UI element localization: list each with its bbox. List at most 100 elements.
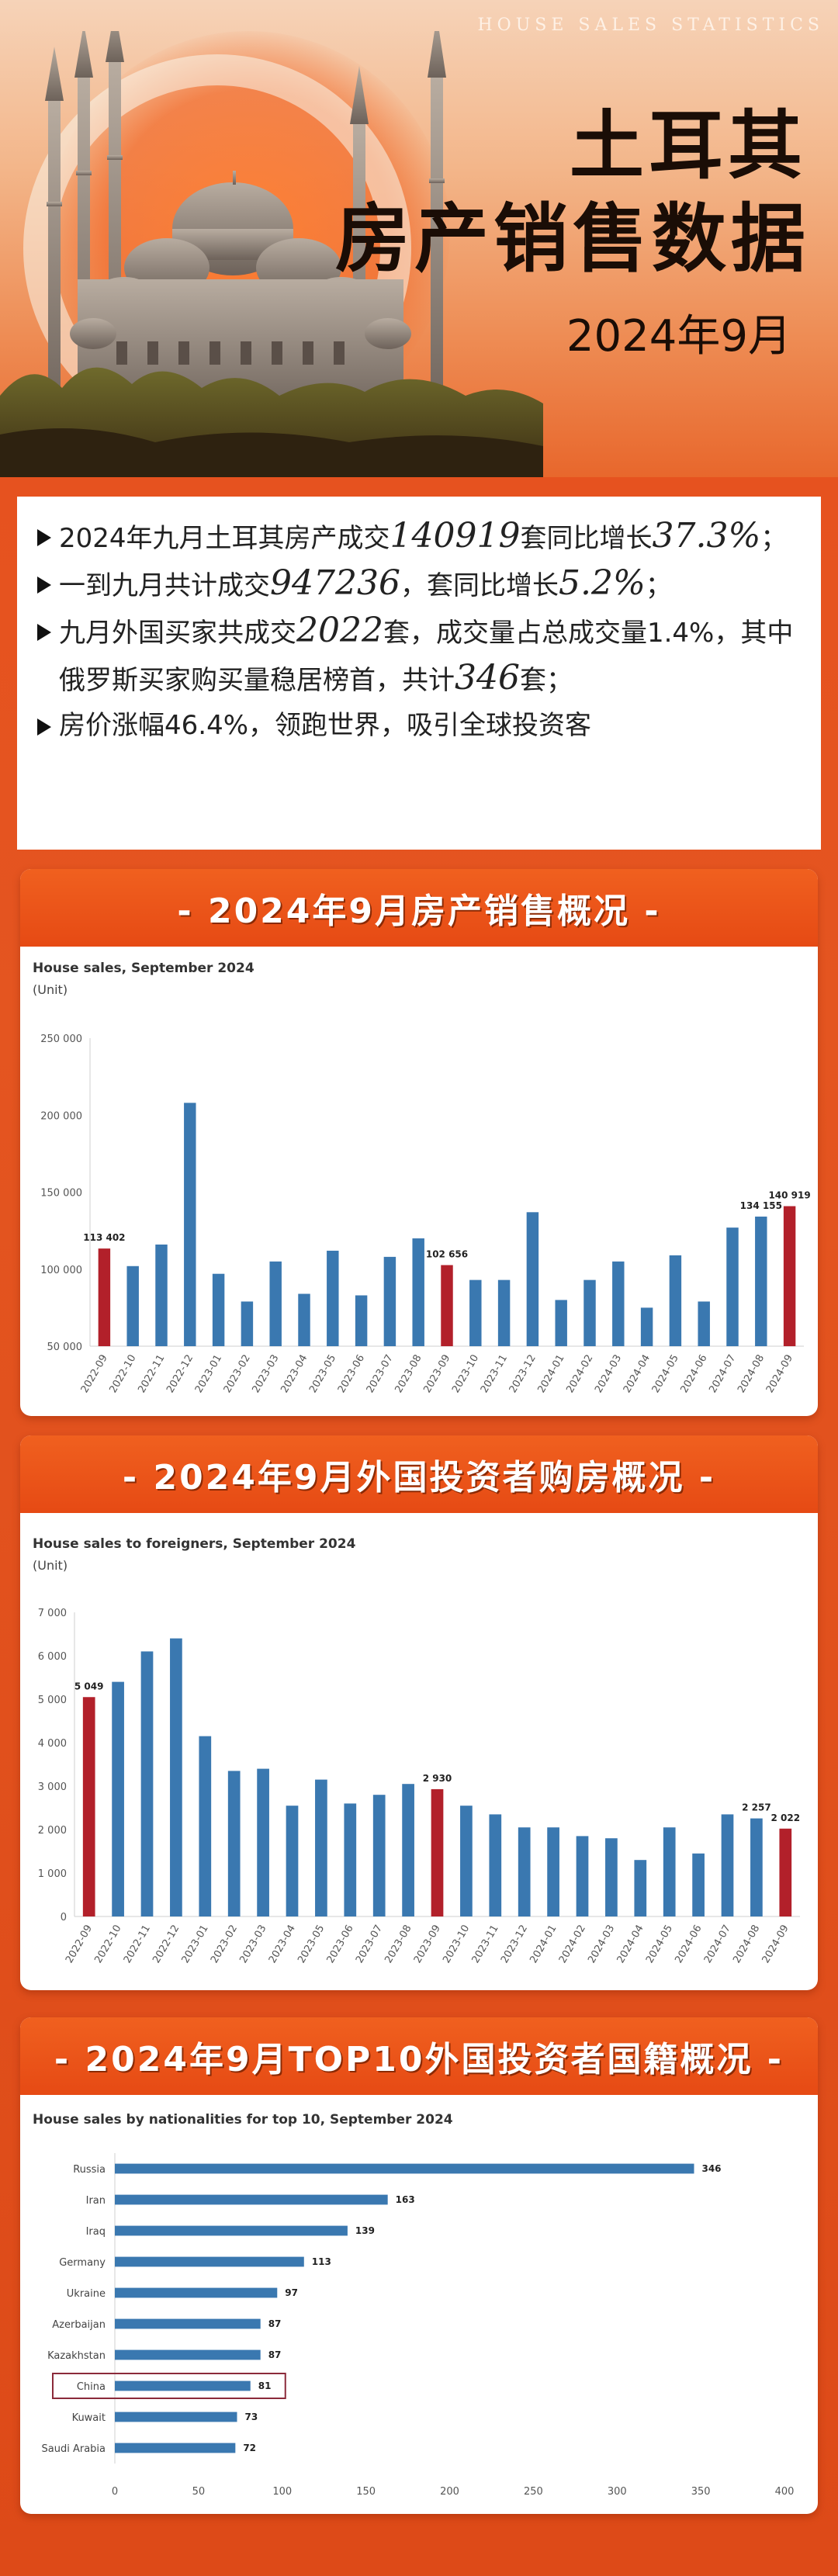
bar (497, 1279, 511, 1346)
data-label: 2 930 (423, 1773, 452, 1784)
bar (212, 1273, 225, 1346)
bar (518, 1827, 531, 1916)
summary-text: 套； (519, 665, 573, 696)
bar (184, 1103, 196, 1346)
category-label: Iran (86, 2195, 106, 2207)
x-tick-label: 2024-02 (564, 1353, 595, 1396)
x-tick-label: 2023-11 (479, 1353, 510, 1396)
page-subtitle-date: 2024年9月 (566, 311, 791, 362)
bar (155, 1244, 168, 1346)
summary-text: 2024年九月土耳其房产成交 (59, 523, 390, 554)
bar (726, 1227, 739, 1346)
y-tick-label: 4 000 (38, 1738, 67, 1750)
x-tick-label: 2024-06 (679, 1353, 710, 1396)
chart-title: House sales to foreigners, September 202… (33, 1536, 356, 1552)
data-label: 87 (268, 2318, 282, 2329)
bar (227, 1771, 241, 1916)
x-tick-label: 2023-01 (193, 1353, 224, 1396)
summary-bullet-3: 九月外国买家共成交2022套，成交量占总成交量1.4%，其中俄罗斯买家购买量稳居… (36, 608, 802, 703)
bar (412, 1238, 424, 1346)
panel-house-sales: - 2024年9月房产销售概况 - House sales, September… (20, 869, 818, 1416)
x-tick-label: 2023-04 (279, 1353, 310, 1396)
x-tick-label: 2023-05 (296, 1923, 327, 1966)
x-tick-label: 100 (272, 2486, 292, 2498)
bar (402, 1784, 414, 1916)
data-label: 140 919 (768, 1190, 810, 1201)
bar (692, 1853, 705, 1916)
category-label: China (77, 2381, 106, 2393)
x-tick-label: 2023-09 (412, 1923, 443, 1966)
x-tick-label: 2022-11 (122, 1923, 153, 1966)
bar (355, 1295, 368, 1346)
x-tick-label: 2023-10 (450, 1353, 481, 1396)
bar (779, 1828, 792, 1916)
data-label: 113 402 (83, 1232, 125, 1243)
x-tick-label: 2024-04 (615, 1923, 646, 1966)
y-tick-label: 2 000 (38, 1825, 67, 1837)
header-banner: HOUSE SALES STATISTICS 土耳其 房产销售数据 2024年9… (0, 0, 838, 477)
panel-foreign-sales: - 2024年9月外国投资者购房概况 - House sales to fore… (20, 1435, 818, 1990)
x-tick-label: 2024-07 (707, 1353, 738, 1396)
y-tick-label: 250 000 (40, 1034, 82, 1045)
category-label: Iraq (86, 2226, 106, 2238)
x-tick-label: 50 (192, 2486, 206, 2498)
x-tick-label: 2023-02 (222, 1353, 253, 1396)
bar (115, 2349, 261, 2360)
summary-box: 2024年九月土耳其房产成交140919套同比增长37.3%； 一到九月共计成交… (17, 497, 821, 850)
bar (469, 1279, 482, 1346)
category-label: Kazakhstan (47, 2350, 106, 2362)
category-label: Russia (73, 2164, 106, 2176)
bar (115, 2380, 251, 2391)
panel-heading: - 2024年9月房产销售概况 - (20, 869, 818, 947)
bar (755, 1216, 767, 1346)
category-label: Kuwait (72, 2412, 106, 2424)
chart-title: House sales, September 2024 (33, 961, 255, 976)
x-tick-label: 2024-01 (528, 1923, 559, 1966)
bar (269, 1261, 282, 1346)
x-tick-label: 2023-11 (470, 1923, 501, 1966)
bar (98, 1248, 111, 1346)
bar (140, 1651, 154, 1916)
x-tick-label: 2023-12 (499, 1923, 530, 1966)
summary-text: 一到九月共计成交 (59, 570, 270, 601)
x-tick-label: 2024-02 (557, 1923, 588, 1966)
x-tick-label: 300 (608, 2486, 627, 2498)
summary-number: 37.3% (652, 516, 761, 556)
summary-bullet-4: 房价涨幅46.4%，领跑世界，吸引全球投资客 (36, 703, 802, 748)
x-tick-label: 350 (691, 2486, 711, 2498)
x-tick-label: 400 (775, 2486, 795, 2498)
x-tick-label: 2024-04 (622, 1353, 653, 1396)
x-tick-label: 0 (112, 2486, 118, 2498)
bar (115, 2163, 694, 2174)
data-label: 102 656 (426, 1248, 468, 1259)
summary-number: 2022 (296, 611, 383, 650)
x-tick-label: 2023-08 (383, 1923, 414, 1966)
data-label: 346 (701, 2163, 721, 2174)
panel-heading: - 2024年9月TOP10外国投资者国籍概况 - (20, 2017, 818, 2095)
data-label: 2 257 (742, 1802, 771, 1813)
panel-nationalities: - 2024年9月TOP10外国投资者国籍概况 - House sales by… (20, 2017, 818, 2514)
bar (115, 2225, 348, 2236)
summary-text: 九月外国买家共成交 (59, 618, 296, 649)
x-tick-label: 2023-06 (336, 1353, 367, 1396)
x-tick-label: 150 (356, 2486, 376, 2498)
bar (286, 1806, 299, 1916)
bar (634, 1860, 647, 1916)
bar (298, 1293, 310, 1346)
x-tick-label: 2022-09 (79, 1353, 110, 1396)
summary-text: 套同比增长 (520, 523, 653, 554)
x-tick-label: 2024-05 (644, 1923, 675, 1966)
page-title-line1: 土耳其 (570, 102, 807, 189)
bar (115, 2318, 261, 2329)
bar (112, 1681, 124, 1916)
bar (783, 1206, 796, 1346)
x-tick-label: 2024-03 (593, 1353, 624, 1396)
bar (555, 1300, 567, 1346)
data-label: 87 (268, 2349, 282, 2360)
x-tick-label: 2023-05 (307, 1353, 338, 1396)
summary-text: 套，成交量占总成交量1.4%，其中俄罗斯买家购买量稳居榜首，共计 (59, 618, 794, 696)
bar (115, 2194, 388, 2205)
bar (526, 1212, 539, 1346)
summary-bullet-1: 2024年九月土耳其房产成交140919套同比增长37.3%； (36, 514, 802, 561)
bar (170, 1638, 182, 1916)
